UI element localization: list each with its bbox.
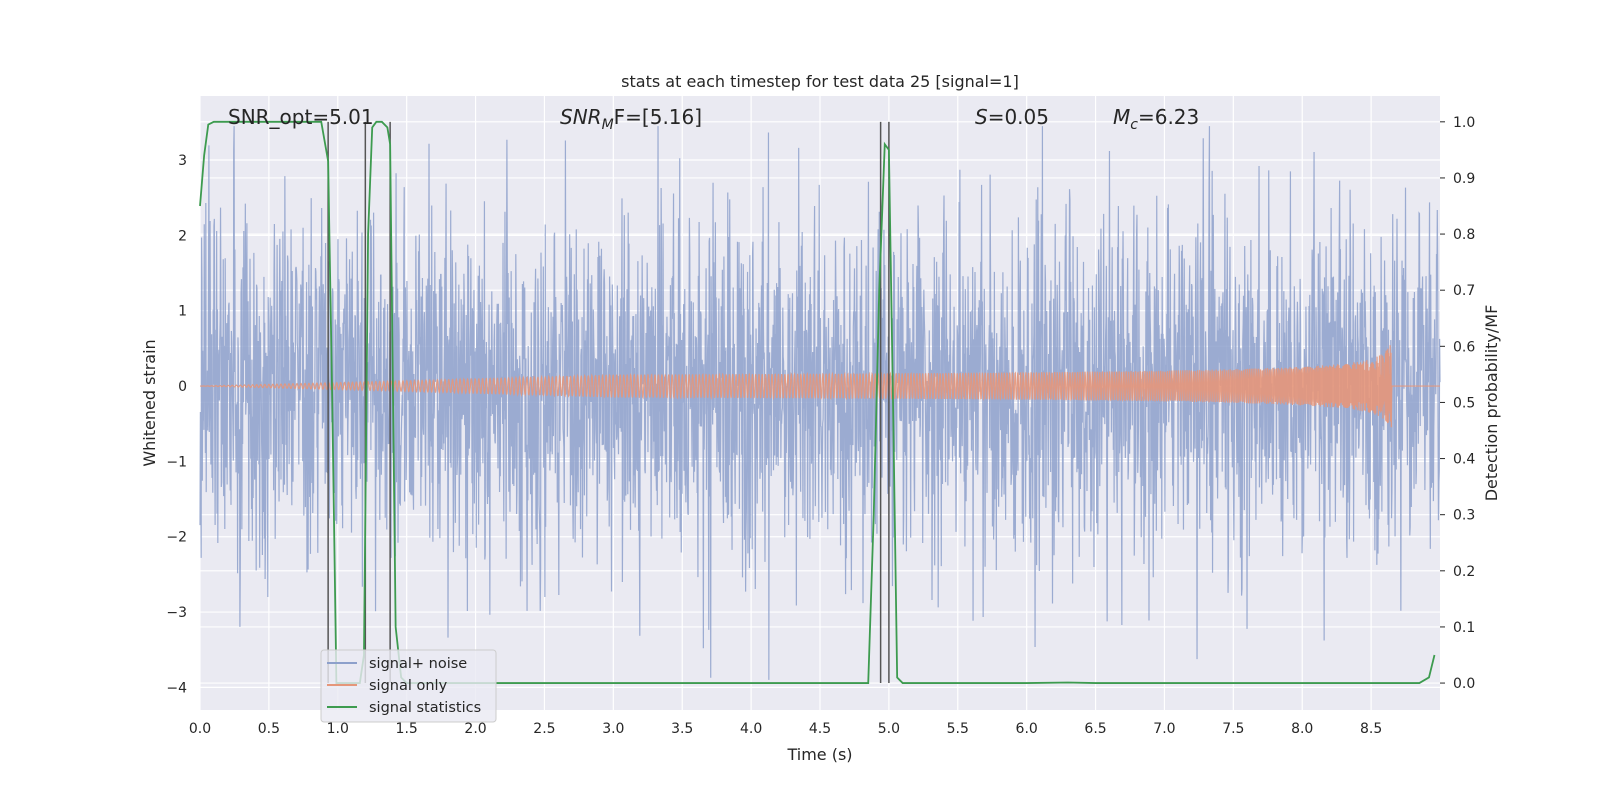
annotation-mc-value: =6.23 (1138, 105, 1199, 129)
y-left-axis-label: Whitened strain (140, 339, 159, 466)
y-right-tick-label: 0.8 (1453, 227, 1475, 243)
annotation-s: S=0.05 (975, 105, 1049, 129)
y-left-tick-label: 2 (178, 228, 187, 244)
x-tick-label: 6.0 (1016, 721, 1038, 737)
y-left-tick-label: −1 (166, 454, 187, 470)
x-tick-label: 1.5 (396, 721, 418, 737)
x-tick-label: 4.0 (740, 721, 762, 737)
y-right-tick-label: 0.7 (1453, 283, 1475, 299)
x-tick-label: 8.5 (1360, 721, 1382, 737)
series-line-signal-statistics (199, 120, 1436, 684)
x-tick-label: 8.0 (1291, 721, 1313, 737)
annotation-snr-mf: SNRMF=[5.16] (560, 105, 702, 133)
legend-label-signal-noise: signal+ noise (369, 656, 467, 672)
y-left-tick-label: 1 (178, 304, 187, 320)
x-tick-label: 1.0 (327, 721, 349, 737)
x-tick-label: 0.0 (189, 721, 211, 737)
y-right-tick-label: 0.0 (1453, 676, 1475, 692)
x-tick-label: 7.0 (1153, 721, 1175, 737)
x-tick-label: 5.5 (947, 721, 969, 737)
annotation-s-symbol: S (975, 105, 988, 129)
y-right-tick-label: 1.0 (1453, 115, 1475, 131)
plot-area (199, 96, 1441, 710)
series-line-signal-only (200, 345, 1440, 428)
x-tick-label: 6.5 (1084, 721, 1106, 737)
x-tick-label: 5.0 (878, 721, 900, 737)
y-left-tick-label: −4 (166, 680, 187, 696)
x-tick-label: 7.5 (1222, 721, 1244, 737)
annotation-snr-mf-sub: M (602, 117, 614, 133)
y-right-tick-label: 0.1 (1453, 620, 1475, 636)
y-left-tick-label: 0 (178, 379, 187, 395)
legend: signal+ noise signal only signal statist… (320, 649, 497, 723)
y-right-tick-label: 0.5 (1453, 395, 1475, 411)
x-tick-label: 3.0 (602, 721, 624, 737)
y-right-tick-label: 0.3 (1453, 508, 1475, 524)
y-right-tick-label: 0.9 (1453, 171, 1475, 187)
legend-label-signal-statistics: signal statistics (369, 700, 481, 716)
annotation-snr-mf-base: SNR (560, 105, 602, 129)
y-left-tick-label: −3 (166, 605, 187, 621)
x-tick-label: 4.5 (809, 721, 831, 737)
y-right-tick-label: 0.2 (1453, 564, 1475, 580)
annotation-mc-sub: c (1130, 117, 1138, 133)
x-tick-label: 2.0 (464, 721, 486, 737)
y-left-tick-labels: 3 2 1 0 −1 −2 −3 −4 (166, 153, 187, 696)
y-left-tick-label: −2 (166, 530, 187, 546)
legend-box (320, 649, 497, 723)
x-tick-label: 0.5 (258, 721, 280, 737)
annotation-snr-mf-rest: F=[5.16] (614, 105, 702, 129)
annotation-s-value: =0.05 (988, 105, 1049, 129)
x-tick-label: 2.5 (533, 721, 555, 737)
y-right-axis-label: Detection probability/MF (1482, 305, 1501, 502)
y-left-tick-label: 3 (178, 153, 187, 169)
y-right-tick-label: 0.4 (1453, 452, 1475, 468)
annotation-mc: Mc=6.23 (1113, 105, 1199, 133)
series-signal-statistics (199, 120, 1436, 684)
series-signal-only (200, 345, 1440, 428)
x-tick-label: 3.5 (671, 721, 693, 737)
legend-label-signal-only: signal only (369, 678, 448, 694)
annotation-snr-opt: SNR_opt=5.01 (228, 105, 374, 129)
chart-title: stats at each timestep for test data 25 … (621, 72, 1019, 91)
annotation-mc-symbol: M (1113, 105, 1130, 129)
x-tick-labels: 0.0 0.5 1.0 1.5 2.0 2.5 3.0 3.5 4.0 4.5 5.0 5.5 6.0 6… (189, 721, 1382, 737)
x-axis-label: Time (s) (786, 745, 852, 764)
y-right-tick-label: 0.6 (1453, 339, 1475, 355)
y-right-tick-labels: 1.0 0.9 0.8 0.7 0.6 0.5 0.4 0.3 0.2 0.1 0.0 (1440, 115, 1475, 692)
